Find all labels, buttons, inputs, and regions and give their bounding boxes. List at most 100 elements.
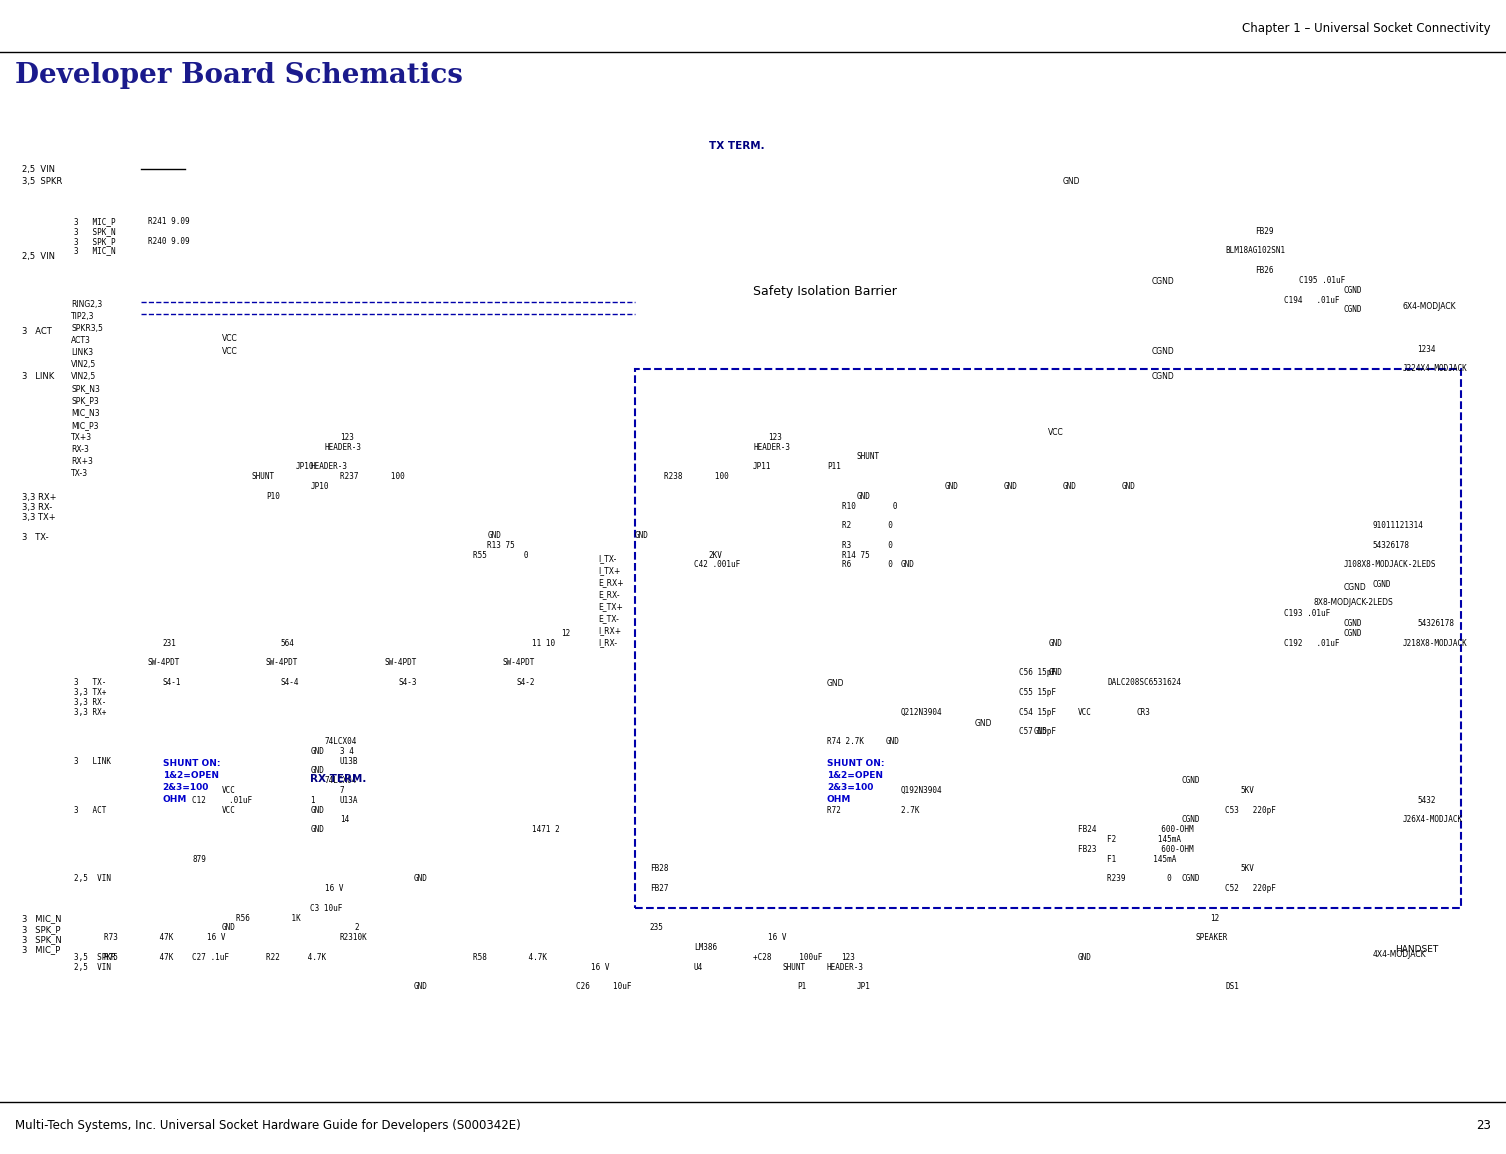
Text: MIC_N3: MIC_N3 [71, 409, 99, 418]
Text: TX TERM.: TX TERM. [709, 141, 765, 151]
Text: C193 .01uF: C193 .01uF [1285, 609, 1331, 619]
Text: S4-3: S4-3 [399, 679, 417, 687]
Text: 3   TX-: 3 TX- [74, 679, 107, 687]
Text: I_RX-: I_RX- [598, 638, 617, 647]
Text: C26     10uF: C26 10uF [575, 982, 631, 991]
Text: R14 75: R14 75 [842, 550, 869, 560]
Text: 12: 12 [562, 629, 571, 638]
Text: HEADER-3: HEADER-3 [310, 463, 348, 471]
Text: HEADER-3: HEADER-3 [827, 962, 864, 972]
Text: C3 10uF: C3 10uF [310, 904, 342, 913]
Text: 11 10: 11 10 [532, 639, 554, 647]
Text: CGND: CGND [1343, 286, 1361, 294]
Text: 3,3 RX+: 3,3 RX+ [23, 493, 57, 502]
Text: GND: GND [310, 825, 324, 834]
Text: 23: 23 [1476, 1118, 1491, 1132]
Text: CGND: CGND [1343, 620, 1361, 628]
Text: 2,5  VIN: 2,5 VIN [23, 252, 56, 261]
Text: P10: P10 [267, 492, 280, 501]
Text: HEADER-3: HEADER-3 [325, 443, 361, 451]
Text: E_TX-: E_TX- [598, 614, 619, 623]
Text: DS1: DS1 [1226, 982, 1239, 991]
Text: GND: GND [1122, 482, 1136, 490]
Text: 5KV: 5KV [1239, 864, 1254, 874]
Text: CGND: CGND [1181, 875, 1199, 883]
Text: F1        145mA: F1 145mA [1107, 855, 1176, 863]
Text: J224X4-MODJACK: J224X4-MODJACK [1402, 365, 1467, 373]
Text: CGND: CGND [1181, 777, 1199, 785]
Text: S4-4: S4-4 [280, 679, 300, 687]
Text: 3   MIC_P: 3 MIC_P [74, 217, 116, 226]
Text: CGND: CGND [1152, 373, 1175, 382]
Text: SPEAKER: SPEAKER [1196, 934, 1227, 942]
Text: 16 V: 16 V [590, 962, 608, 972]
Text: R58         4.7K: R58 4.7K [473, 953, 547, 961]
Text: JP10: JP10 [310, 482, 328, 490]
Text: GND: GND [944, 482, 959, 490]
Text: RING2,3: RING2,3 [71, 300, 102, 309]
Text: SPKR3,5: SPKR3,5 [71, 324, 102, 334]
Text: GND: GND [1033, 727, 1047, 736]
Text: 564: 564 [280, 639, 295, 647]
Text: GND: GND [1005, 482, 1018, 490]
Text: FB29: FB29 [1254, 227, 1273, 235]
Text: JP1: JP1 [857, 982, 870, 991]
Text: TX+3: TX+3 [71, 433, 92, 442]
Text: 1: 1 [310, 796, 315, 804]
Text: 3   SPK_P: 3 SPK_P [74, 237, 116, 246]
Text: 3,5  SPKR: 3,5 SPKR [23, 177, 63, 186]
Text: 2&3=100: 2&3=100 [163, 784, 209, 792]
Text: GND: GND [414, 982, 428, 991]
Text: 91011121314: 91011121314 [1373, 522, 1423, 530]
Text: JP10: JP10 [295, 463, 313, 471]
Text: GND: GND [310, 747, 324, 756]
Text: Chapter 1 – Universal Socket Connectivity: Chapter 1 – Universal Socket Connectivit… [1242, 22, 1491, 36]
Text: GND: GND [886, 737, 899, 745]
Text: C57 15pF: C57 15pF [1018, 727, 1056, 736]
Text: Q192N3904: Q192N3904 [901, 786, 943, 795]
Text: SHUNT ON:: SHUNT ON: [163, 759, 220, 767]
Text: I_RX+: I_RX+ [598, 627, 620, 636]
Text: GND: GND [1048, 639, 1062, 647]
Text: 3   TX-: 3 TX- [23, 533, 50, 542]
Text: R56         1K: R56 1K [236, 914, 301, 922]
Text: C12     .01uF: C12 .01uF [193, 796, 253, 804]
Text: GND: GND [488, 531, 501, 540]
Text: R73         47K: R73 47K [104, 934, 173, 942]
Text: TX-3: TX-3 [71, 469, 89, 478]
Text: 231: 231 [163, 639, 176, 647]
Text: I_TX+: I_TX+ [598, 567, 620, 575]
Text: MIC_P3: MIC_P3 [71, 421, 99, 429]
Text: GND: GND [827, 679, 845, 688]
Text: GND: GND [901, 561, 914, 569]
Text: R6        0: R6 0 [842, 561, 893, 569]
Text: 2,5  VIN: 2,5 VIN [74, 962, 111, 972]
Text: VCC: VCC [1078, 707, 1092, 717]
Text: 3,3 RX-: 3,3 RX- [74, 698, 107, 706]
Text: VCC: VCC [221, 786, 235, 795]
Text: Q212N3904: Q212N3904 [901, 707, 943, 717]
Text: 74LCX04: 74LCX04 [325, 737, 357, 745]
Text: SW-4PDT: SW-4PDT [267, 659, 298, 667]
Text: VCC: VCC [221, 335, 238, 343]
Text: 6X4-MODJACK: 6X4-MODJACK [1402, 302, 1456, 312]
Text: SW-4PDT: SW-4PDT [501, 659, 535, 667]
Text: I_TX-: I_TX- [598, 554, 616, 563]
Text: 1&2=OPEN: 1&2=OPEN [163, 771, 218, 780]
Text: 3   MIC_N: 3 MIC_N [74, 247, 116, 255]
Text: GND: GND [221, 923, 235, 932]
Text: 3   MIC_N: 3 MIC_N [23, 915, 62, 923]
Text: LM386: LM386 [694, 943, 717, 952]
Text: GND: GND [974, 719, 992, 728]
Text: SHUNT: SHUNT [783, 962, 806, 972]
Text: 3 4: 3 4 [340, 747, 354, 756]
Text: P1: P1 [797, 982, 807, 991]
Text: 3,3 RX-: 3,3 RX- [23, 503, 53, 512]
Text: 1&2=OPEN: 1&2=OPEN [827, 771, 883, 780]
Text: SHUNT: SHUNT [857, 452, 880, 462]
Text: BLM18AG102SN1: BLM18AG102SN1 [1226, 247, 1286, 255]
Text: GND: GND [310, 805, 324, 815]
Text: CGND: CGND [1152, 347, 1175, 357]
Text: OHM: OHM [163, 795, 187, 804]
Text: 1471 2: 1471 2 [532, 825, 559, 834]
